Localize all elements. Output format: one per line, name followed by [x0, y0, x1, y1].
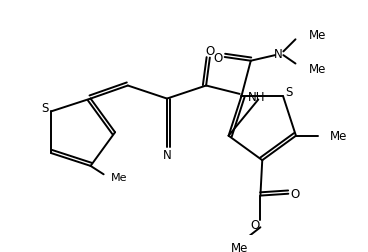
Text: Me: Me [308, 29, 326, 42]
Text: Me: Me [308, 62, 326, 75]
Text: Me: Me [231, 241, 249, 252]
Text: S: S [285, 86, 292, 99]
Text: O: O [290, 187, 300, 200]
Text: N: N [275, 48, 283, 60]
Text: NH: NH [248, 91, 266, 104]
Text: O: O [205, 44, 215, 57]
Text: Me: Me [111, 172, 128, 182]
Text: Me: Me [329, 130, 347, 143]
Text: O: O [250, 218, 259, 231]
Text: N: N [163, 148, 171, 161]
Text: S: S [42, 102, 49, 115]
Text: O: O [213, 51, 223, 64]
